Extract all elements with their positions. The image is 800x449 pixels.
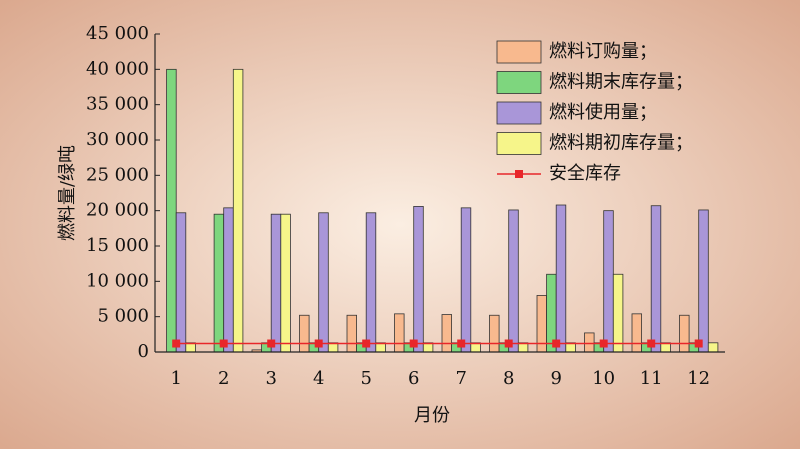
- y-tick-label: 45 000: [86, 23, 149, 44]
- x-axis-label: 月份: [414, 405, 450, 426]
- legend-label: 燃料期初库存量；: [549, 133, 693, 154]
- legend-swatch: [496, 40, 542, 64]
- bar: [394, 313, 405, 353]
- x-tick-label: 12: [687, 368, 710, 389]
- bar: [460, 207, 472, 353]
- bar: [299, 314, 310, 353]
- bar: [650, 205, 662, 353]
- bar: [365, 212, 377, 353]
- line-marker: [409, 339, 418, 348]
- bar: [232, 68, 244, 353]
- y-tick-label: 0: [138, 341, 149, 362]
- y-tick-label: 15 000: [86, 235, 149, 256]
- line-marker: [504, 339, 513, 348]
- bar: [489, 314, 500, 353]
- bar: [166, 68, 177, 353]
- bar: [318, 212, 329, 353]
- bar: [679, 314, 690, 353]
- legend-label: 燃料使用量；: [549, 102, 657, 123]
- x-tick-label: 5: [360, 368, 371, 389]
- bar: [270, 213, 282, 353]
- legend-swatch: [496, 71, 542, 94]
- x-tick-label: 3: [265, 368, 276, 389]
- x-tick-label: 9: [550, 368, 561, 389]
- bar: [213, 213, 225, 353]
- y-tick-label: 40 000: [86, 58, 149, 79]
- bar: [584, 332, 595, 353]
- line-marker: [267, 339, 276, 348]
- x-tick-label: 8: [503, 368, 514, 389]
- bar: [508, 209, 519, 353]
- bar: [346, 314, 358, 353]
- x-tick-label: 4: [313, 368, 324, 389]
- line-marker: [457, 339, 466, 348]
- line-marker: [647, 339, 656, 348]
- legend-label: 燃料期末库存量；: [549, 72, 693, 93]
- legend-marker: [515, 170, 523, 178]
- line-marker: [599, 339, 608, 348]
- bar: [441, 314, 453, 353]
- bar: [413, 206, 424, 353]
- x-tick-label: 2: [218, 368, 229, 389]
- legend-label: 安全库存: [549, 163, 621, 184]
- x-tick-label: 10: [592, 368, 615, 389]
- bar: [223, 207, 234, 353]
- line-marker: [172, 339, 181, 348]
- line-marker: [362, 339, 371, 348]
- bar: [603, 210, 614, 353]
- line-marker: [552, 339, 561, 348]
- bar: [555, 204, 567, 353]
- bar: [280, 213, 291, 353]
- y-tick-label: 10 000: [86, 270, 149, 291]
- y-tick-label: 30 000: [86, 129, 149, 150]
- x-tick-label: 11: [640, 368, 663, 389]
- x-tick-label: 1: [170, 368, 181, 389]
- bar: [612, 273, 624, 353]
- line-marker: [314, 339, 323, 348]
- legend-swatch: [496, 132, 542, 155]
- legend-swatch: [496, 101, 542, 125]
- y-tick-label: 35 000: [86, 94, 149, 115]
- line-marker: [219, 339, 228, 348]
- bar: [175, 212, 187, 353]
- x-tick-label: 6: [408, 368, 419, 389]
- line-marker: [694, 339, 703, 348]
- y-tick-label: 20 000: [86, 200, 149, 221]
- x-tick-label: 7: [455, 368, 466, 389]
- legend-label: 燃料订购量；: [549, 41, 657, 62]
- bar: [698, 209, 709, 353]
- bar: [707, 342, 719, 353]
- bar: [631, 313, 643, 353]
- y-axis-label: 燃料量/绿吨: [57, 145, 78, 241]
- y-tick-label: 25 000: [86, 164, 149, 185]
- y-tick-label: 5 000: [97, 306, 149, 327]
